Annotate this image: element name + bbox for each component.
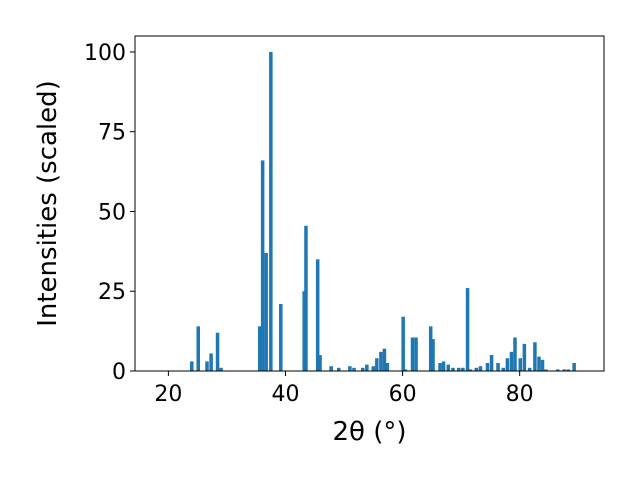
x-tick-label: 40 [271, 382, 299, 407]
bar [361, 367, 365, 371]
bar [468, 369, 473, 371]
bar [544, 369, 548, 371]
bar [441, 361, 446, 371]
bar [446, 364, 451, 371]
y-axis-label: Intensities (scaled) [33, 80, 63, 327]
y-tick-label: 50 [98, 200, 126, 225]
bar [260, 160, 265, 371]
bar [279, 304, 283, 371]
bar [451, 367, 455, 371]
bar [540, 359, 545, 371]
bar [215, 332, 220, 371]
y-tick-label: 100 [84, 41, 126, 66]
bar [371, 366, 376, 371]
bar [205, 361, 209, 371]
bar [382, 348, 387, 371]
bar [431, 339, 435, 371]
bar [410, 337, 415, 371]
bars [190, 51, 576, 371]
y-tick-label: 0 [112, 360, 126, 385]
bar [566, 369, 571, 371]
bar [438, 363, 442, 371]
bar [269, 51, 273, 371]
bar [428, 326, 433, 371]
bar [264, 252, 268, 371]
bar [509, 351, 514, 371]
y-tick-label: 75 [98, 121, 126, 146]
bar [209, 353, 213, 371]
bar [329, 366, 333, 371]
bar [457, 367, 461, 371]
bar [522, 343, 527, 371]
bar [196, 326, 200, 371]
bar [348, 366, 352, 371]
bar [501, 367, 506, 371]
bar [375, 358, 379, 371]
bar [318, 355, 322, 371]
x-axis: 20 40 60 80 [154, 371, 534, 407]
bar [513, 337, 517, 371]
bar [465, 288, 470, 371]
bar [304, 225, 308, 371]
bar [518, 358, 523, 371]
x-axis-label: 2θ (°) [332, 417, 406, 447]
bar [337, 367, 341, 371]
bar [505, 358, 510, 371]
bar [403, 369, 408, 371]
bar [562, 369, 566, 371]
y-tick-label: 25 [98, 280, 126, 305]
x-tick-label: 80 [506, 382, 534, 407]
bar [537, 356, 541, 371]
bar [489, 355, 494, 371]
bar [190, 361, 194, 371]
y-axis: 0 25 50 75 100 [84, 41, 135, 385]
bar [352, 367, 356, 371]
bar [257, 326, 262, 371]
plot-frame [134, 35, 605, 372]
x-tick-label: 60 [389, 382, 417, 407]
bar [385, 363, 390, 371]
bar [461, 367, 465, 371]
bar [533, 342, 537, 371]
bar [401, 316, 405, 371]
bar [572, 363, 576, 371]
bar [527, 367, 532, 371]
bar [496, 363, 500, 371]
bar [414, 337, 418, 371]
bar [365, 364, 369, 371]
bar [474, 367, 479, 371]
bar [555, 369, 560, 371]
bar [379, 351, 383, 371]
bar [478, 366, 483, 371]
bar [315, 259, 320, 371]
x-tick-label: 20 [154, 382, 182, 407]
bar [485, 363, 490, 371]
bar [219, 367, 223, 371]
